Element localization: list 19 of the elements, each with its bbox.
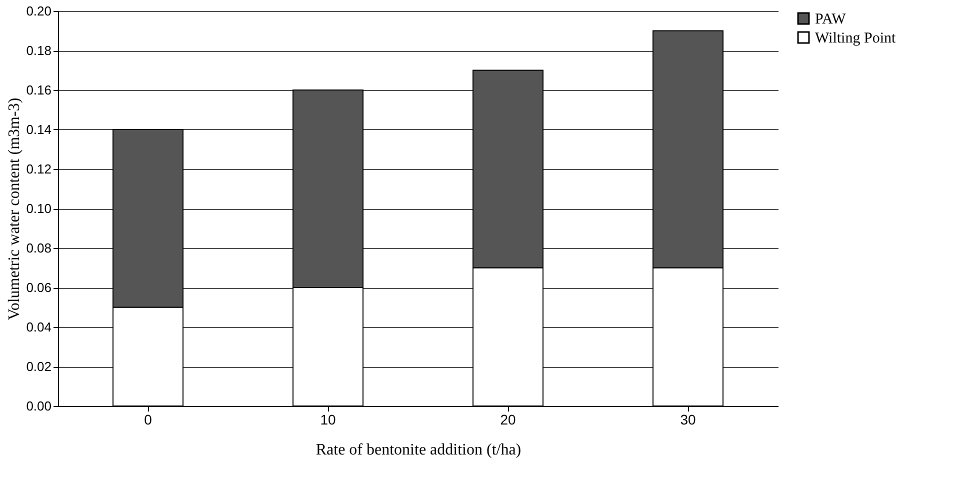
y-tick-label: 0.06 (26, 280, 52, 295)
y-tick-label: 0.20 (26, 4, 52, 18)
x-axis-title: Rate of bentonite addition (t/ha) (316, 442, 522, 458)
x-tick-label: 10 (320, 412, 336, 428)
y-tick-label: 0.10 (26, 201, 52, 216)
x-tick-label: 0 (144, 412, 152, 428)
y-tick-label: 0.14 (26, 122, 52, 137)
x-tick-label: 30 (680, 412, 696, 428)
y-tick-label: 0.16 (26, 82, 52, 98)
y-tick-label: 0.12 (26, 162, 52, 176)
x-tick-label: 20 (500, 412, 516, 428)
y-axis-title: Volumetric water content (m3m-3) (6, 98, 24, 320)
y-tick-label: 0.02 (26, 359, 52, 374)
y-tick-label: 0.00 (26, 398, 52, 414)
legend-label: Wilting Point (815, 30, 896, 46)
y-tick-label: 0.08 (26, 240, 52, 256)
y-tick-label: 0.18 (26, 43, 52, 58)
y-tick-label: 0.04 (26, 320, 52, 334)
legend-label: PAW (815, 12, 847, 28)
